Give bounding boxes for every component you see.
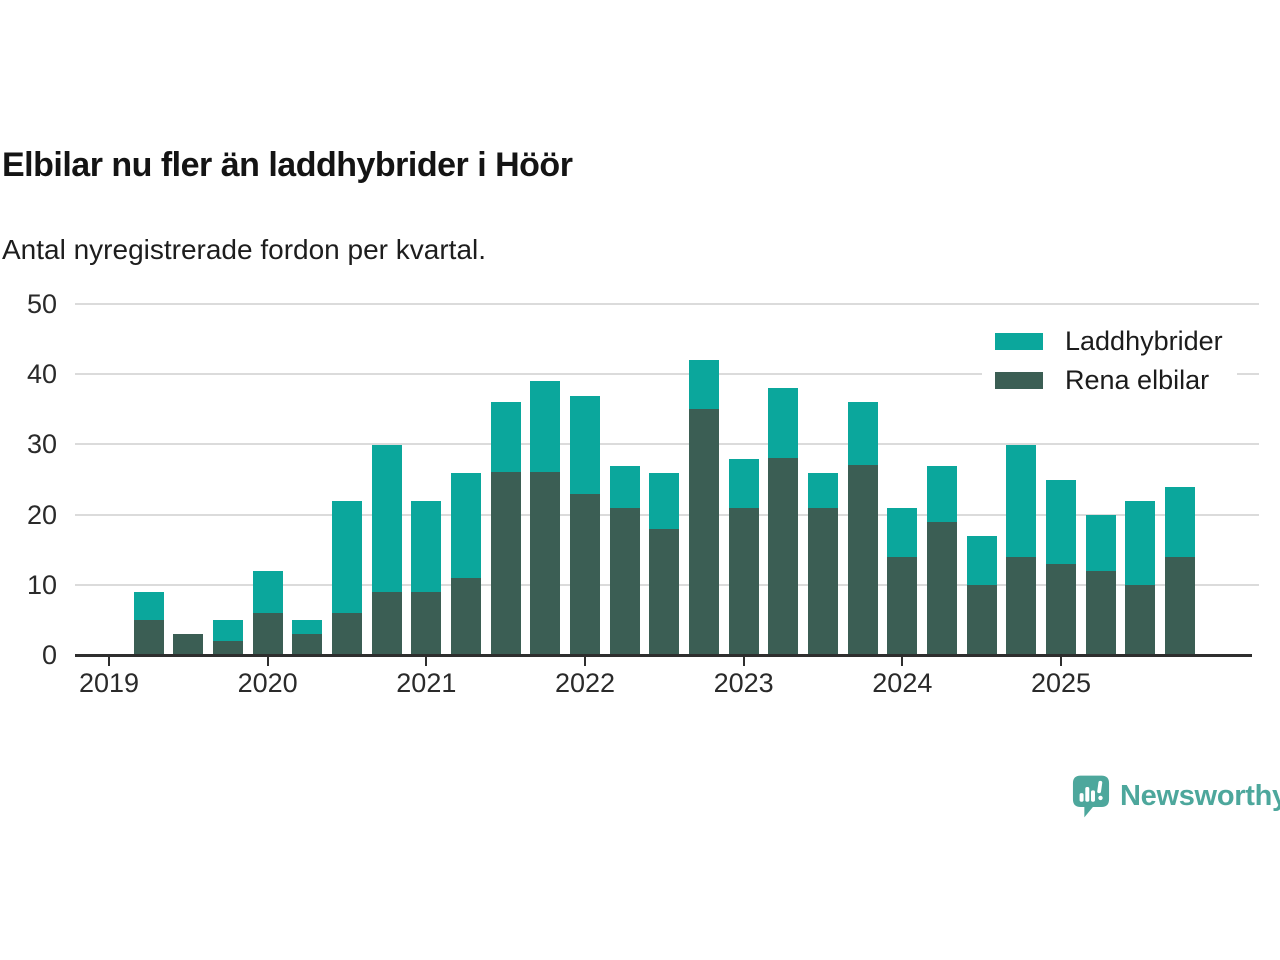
y-axis-label-30: 30	[26, 429, 57, 460]
x-axis-label-2019: 2019	[78, 668, 140, 698]
bar-2019-Q2-laddhybrider	[134, 592, 164, 620]
x-axis-label-2021: 2021	[396, 668, 457, 698]
y-axis-label-20: 20	[26, 499, 57, 530]
legend-swatch-laddhybrider	[995, 333, 1043, 350]
bar-2020-Q4-rena-elbilar	[372, 592, 402, 655]
x-axis-tick-2019	[108, 655, 110, 666]
bar-2025-Q3-laddhybrider	[1125, 501, 1155, 585]
x-axis-label-2020: 2020	[237, 668, 298, 698]
x-axis-tick-2023	[742, 655, 745, 666]
bar-2019-Q4-laddhybrider	[213, 620, 243, 641]
newsworthy-logo: Newsworthy	[1072, 774, 1280, 819]
bar-2025-Q1-laddhybrider	[1046, 480, 1076, 564]
bar-2023-Q2-laddhybrider	[768, 388, 798, 458]
bar-2025-Q4-laddhybrider	[1165, 487, 1195, 557]
y-axis-label-10: 10	[26, 569, 57, 600]
newsworthy-wordmark: Newsworthy	[1120, 780, 1280, 812]
x-axis-tick-2022	[584, 655, 586, 666]
x-axis-tick-2021	[425, 655, 428, 666]
bar-2021-Q1-rena-elbilar	[411, 592, 441, 655]
bar-2020-Q3-laddhybrider	[332, 501, 362, 613]
bar-2025-Q2-rena-elbilar	[1086, 571, 1116, 655]
gridline-50	[75, 303, 1259, 305]
y-axis-label-40: 40	[26, 359, 57, 390]
bar-2025-Q2-laddhybrider	[1086, 515, 1116, 571]
newsworthy-icon	[1072, 775, 1110, 818]
bar-2020-Q1-rena-elbilar	[253, 613, 283, 655]
bar-2021-Q4-laddhybrider	[530, 381, 560, 472]
bar-2020-Q2-rena-elbilar	[292, 634, 322, 655]
legend-label-laddhybrider: Laddhybrider	[1065, 326, 1223, 356]
bar-2024-Q3-laddhybrider	[967, 536, 997, 585]
legend-label-rena-elbilar: Rena elbilar	[1065, 365, 1210, 395]
x-axis-tick-2025	[1060, 655, 1062, 666]
bar-2022-Q1-laddhybrider	[570, 396, 600, 494]
bar-2025-Q3-rena-elbilar	[1125, 585, 1155, 655]
bar-2023-Q1-laddhybrider	[729, 459, 759, 508]
legend: Laddhybrider Rena elbilar	[982, 318, 1237, 406]
bar-2022-Q3-rena-elbilar	[649, 529, 679, 655]
bar-2025-Q1-rena-elbilar	[1046, 564, 1076, 655]
y-axis-label-0: 0	[41, 640, 57, 670]
chart-title: Elbilar nu fler än laddhybrider i Höör	[2, 146, 573, 184]
bar-2022-Q4-rena-elbilar	[689, 409, 719, 655]
bar-2021-Q4-rena-elbilar	[530, 472, 560, 655]
bar-2025-Q4-rena-elbilar	[1165, 557, 1195, 655]
bar-2020-Q1-laddhybrider	[253, 571, 283, 613]
gridline-30	[75, 443, 1259, 446]
bar-2020-Q2-laddhybrider	[292, 620, 322, 634]
bar-2019-Q4-rena-elbilar	[213, 641, 243, 655]
bar-2021-Q2-rena-elbilar	[451, 578, 481, 655]
bar-2022-Q1-rena-elbilar	[570, 494, 600, 655]
x-axis-tick-2020	[266, 655, 269, 666]
legend-item-laddhybrider: Laddhybrider	[995, 328, 1223, 355]
bar-2019-Q3-rena-elbilar	[173, 634, 203, 655]
gridline-40	[75, 373, 1259, 376]
bar-2024-Q1-laddhybrider	[887, 508, 917, 557]
bar-2024-Q2-laddhybrider	[927, 466, 957, 522]
bar-2022-Q4-laddhybrider	[689, 360, 719, 409]
bar-2021-Q1-laddhybrider	[411, 501, 441, 592]
legend-item-rena-elbilar: Rena elbilar	[995, 367, 1223, 394]
bar-2021-Q3-rena-elbilar	[491, 472, 521, 655]
bar-2023-Q3-rena-elbilar	[808, 508, 838, 655]
bar-2022-Q2-rena-elbilar	[610, 508, 640, 655]
y-axis-label-50: 50	[26, 289, 57, 319]
x-axis-label-2023: 2023	[713, 668, 774, 698]
bar-2024-Q1-rena-elbilar	[887, 557, 917, 655]
bar-2024-Q4-rena-elbilar	[1006, 557, 1036, 655]
bar-2019-Q2-rena-elbilar	[134, 620, 164, 655]
x-axis-tick-2024	[901, 655, 904, 666]
bar-2020-Q3-rena-elbilar	[332, 613, 362, 655]
x-axis-label-2024: 2024	[872, 668, 933, 698]
bar-2021-Q3-laddhybrider	[491, 402, 521, 472]
bar-2020-Q4-laddhybrider	[372, 445, 402, 592]
bar-2023-Q4-rena-elbilar	[848, 465, 878, 655]
bar-2022-Q3-laddhybrider	[649, 473, 679, 529]
chart-subtitle: Antal nyregistrerade fordon per kvartal.	[2, 234, 487, 265]
x-axis-label-2025: 2025	[1030, 668, 1092, 698]
bar-2023-Q4-laddhybrider	[848, 402, 878, 465]
bar-2024-Q4-laddhybrider	[1006, 445, 1036, 557]
bar-2023-Q2-rena-elbilar	[768, 458, 798, 655]
legend-swatch-rena-elbilar	[995, 372, 1043, 389]
bar-2024-Q2-rena-elbilar	[927, 522, 957, 655]
bar-2024-Q3-rena-elbilar	[967, 585, 997, 655]
stacked-bar-chart: 0 10 20 30 40 50 2019 2020 2021 2022 2023 2024 2025	[26, 289, 1259, 698]
bar-2021-Q2-laddhybrider	[451, 473, 481, 578]
x-axis-label-2022: 2022	[554, 668, 616, 698]
bar-2022-Q2-laddhybrider	[610, 466, 640, 508]
bar-2023-Q3-laddhybrider	[808, 473, 838, 508]
bar-2023-Q1-rena-elbilar	[729, 508, 759, 655]
x-axis-line	[75, 654, 1252, 657]
